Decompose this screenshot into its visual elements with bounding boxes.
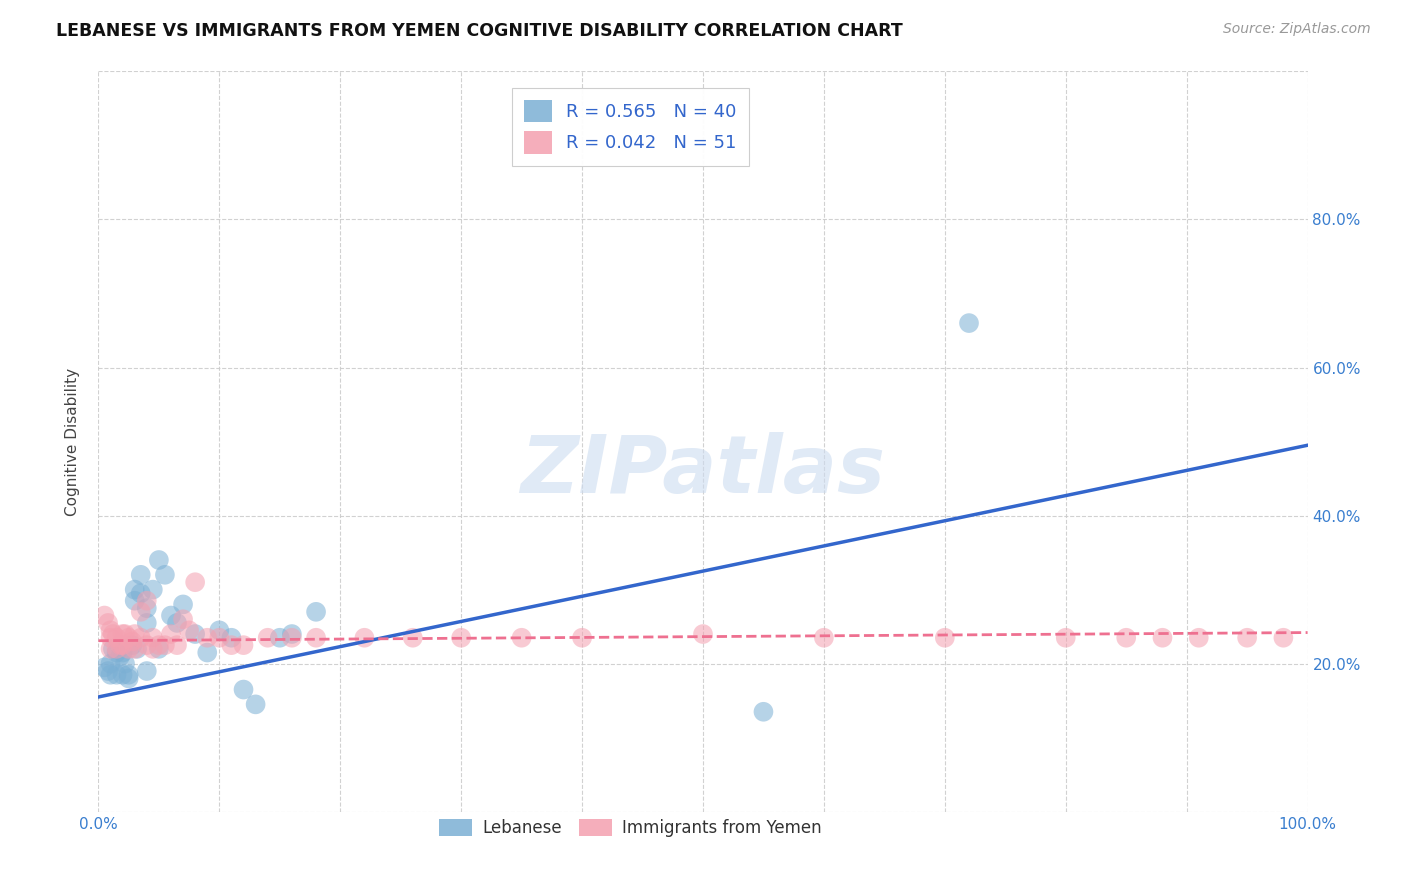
Point bbox=[1054, 631, 1077, 645]
Point bbox=[166, 615, 188, 630]
Point bbox=[402, 631, 425, 645]
Point bbox=[118, 641, 141, 656]
Point bbox=[752, 705, 775, 719]
Point bbox=[148, 641, 170, 656]
Point bbox=[305, 631, 328, 645]
Point bbox=[1115, 631, 1137, 645]
Point bbox=[148, 638, 170, 652]
Point bbox=[100, 667, 122, 681]
Point bbox=[1152, 631, 1174, 645]
Point bbox=[305, 605, 328, 619]
Text: Source: ZipAtlas.com: Source: ZipAtlas.com bbox=[1223, 22, 1371, 37]
Point bbox=[105, 631, 128, 645]
Point bbox=[129, 586, 152, 600]
Point bbox=[101, 627, 124, 641]
Point bbox=[934, 631, 956, 645]
Point bbox=[172, 612, 194, 626]
Point bbox=[97, 664, 120, 678]
Point bbox=[245, 698, 267, 712]
Point bbox=[1236, 631, 1258, 645]
Point bbox=[118, 667, 141, 681]
Point bbox=[172, 598, 194, 612]
Point bbox=[957, 316, 980, 330]
Point bbox=[153, 638, 176, 652]
Point bbox=[111, 638, 134, 652]
Point bbox=[100, 641, 122, 656]
Point bbox=[160, 608, 183, 623]
Point bbox=[105, 646, 128, 660]
Point bbox=[184, 627, 207, 641]
Point bbox=[166, 638, 188, 652]
Point bbox=[179, 624, 201, 638]
Point bbox=[121, 634, 143, 648]
Point bbox=[195, 646, 218, 660]
Point bbox=[105, 641, 128, 656]
Point bbox=[105, 667, 128, 681]
Point bbox=[269, 631, 291, 645]
Point bbox=[208, 624, 231, 638]
Point bbox=[100, 657, 122, 671]
Point bbox=[160, 627, 183, 641]
Point bbox=[97, 615, 120, 630]
Point bbox=[221, 631, 243, 645]
Legend: Lebanese, Immigrants from Yemen: Lebanese, Immigrants from Yemen bbox=[433, 813, 828, 844]
Point bbox=[124, 582, 146, 597]
Point bbox=[281, 627, 304, 641]
Point bbox=[153, 567, 176, 582]
Point bbox=[142, 582, 165, 597]
Text: LEBANESE VS IMMIGRANTS FROM YEMEN COGNITIVE DISABILITY CORRELATION CHART: LEBANESE VS IMMIGRANTS FROM YEMEN COGNIT… bbox=[56, 22, 903, 40]
Point bbox=[142, 631, 165, 645]
Point bbox=[571, 631, 593, 645]
Point bbox=[510, 631, 533, 645]
Point bbox=[208, 631, 231, 645]
Point bbox=[135, 638, 157, 652]
Point bbox=[135, 615, 157, 630]
Point bbox=[256, 631, 278, 645]
Point bbox=[93, 660, 115, 674]
Y-axis label: Cognitive Disability: Cognitive Disability bbox=[65, 368, 80, 516]
Point bbox=[118, 631, 141, 645]
Point bbox=[1272, 631, 1295, 645]
Point bbox=[1188, 631, 1211, 645]
Point bbox=[195, 631, 218, 645]
Point bbox=[129, 605, 152, 619]
Point bbox=[118, 672, 141, 686]
Point bbox=[281, 631, 304, 645]
Point bbox=[121, 638, 143, 652]
Point bbox=[124, 627, 146, 641]
Point bbox=[813, 631, 835, 645]
Point bbox=[111, 646, 134, 660]
Point bbox=[124, 593, 146, 607]
Point bbox=[184, 575, 207, 590]
Point bbox=[232, 682, 254, 697]
Point bbox=[135, 601, 157, 615]
Point bbox=[142, 641, 165, 656]
Point bbox=[111, 667, 134, 681]
Point bbox=[111, 627, 134, 641]
Point bbox=[108, 649, 131, 664]
Point bbox=[148, 553, 170, 567]
Point bbox=[114, 627, 136, 641]
Point bbox=[101, 641, 124, 656]
Point bbox=[129, 567, 152, 582]
Point bbox=[135, 593, 157, 607]
Point bbox=[221, 638, 243, 652]
Point bbox=[450, 631, 472, 645]
Point bbox=[127, 641, 149, 656]
Point bbox=[353, 631, 375, 645]
Point bbox=[100, 624, 122, 638]
Point bbox=[129, 631, 152, 645]
Point bbox=[135, 664, 157, 678]
Text: ZIPatlas: ZIPatlas bbox=[520, 432, 886, 510]
Point bbox=[114, 657, 136, 671]
Point bbox=[124, 641, 146, 656]
Point bbox=[108, 638, 131, 652]
Point bbox=[93, 608, 115, 623]
Point bbox=[232, 638, 254, 652]
Point bbox=[100, 631, 122, 645]
Point bbox=[692, 627, 714, 641]
